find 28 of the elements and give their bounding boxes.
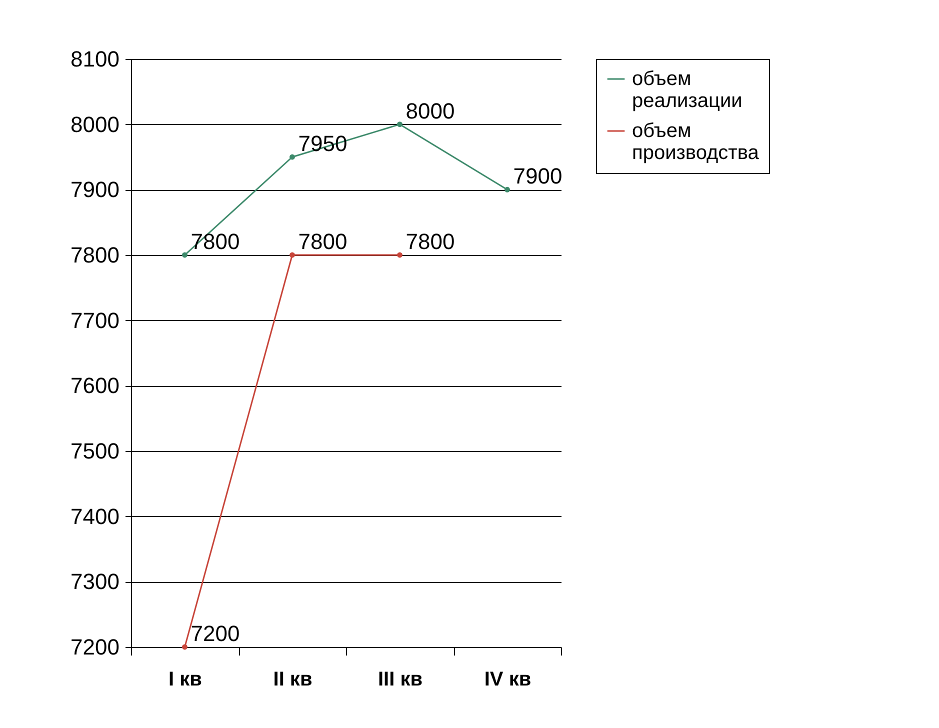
x-tick-label: II кв <box>273 668 312 690</box>
data-label: 7800 <box>298 229 348 254</box>
y-tick-label: 7400 <box>70 504 120 529</box>
y-tick-label: 7200 <box>70 634 120 660</box>
y-tick-label: 7300 <box>70 569 120 594</box>
data-label: 7800 <box>406 229 455 254</box>
y-tick-label: 7900 <box>70 177 120 202</box>
y-tick-label: 8000 <box>70 112 120 137</box>
point <box>397 122 402 128</box>
y-tick-label: 7500 <box>70 438 120 464</box>
legend-label: объем производства <box>632 120 760 164</box>
point <box>397 252 402 258</box>
data-label: 7900 <box>513 164 562 189</box>
y-tick-label: 7800 <box>70 242 120 268</box>
point <box>182 644 188 650</box>
y-tick-label: 8100 <box>70 46 120 72</box>
data-label: 8000 <box>406 98 455 124</box>
x-tick-label: I кв <box>168 668 202 690</box>
legend-label: объем реализации <box>632 68 742 112</box>
point <box>504 186 510 192</box>
x-tick-label: III кв <box>378 668 423 690</box>
point <box>182 252 188 258</box>
point <box>290 154 295 160</box>
point <box>290 252 295 258</box>
y-tick-label: 7600 <box>70 373 120 398</box>
x-tick-label: IV кв <box>484 668 532 690</box>
y-tick-label: 7700 <box>70 308 120 333</box>
data-label: 7200 <box>190 621 240 646</box>
